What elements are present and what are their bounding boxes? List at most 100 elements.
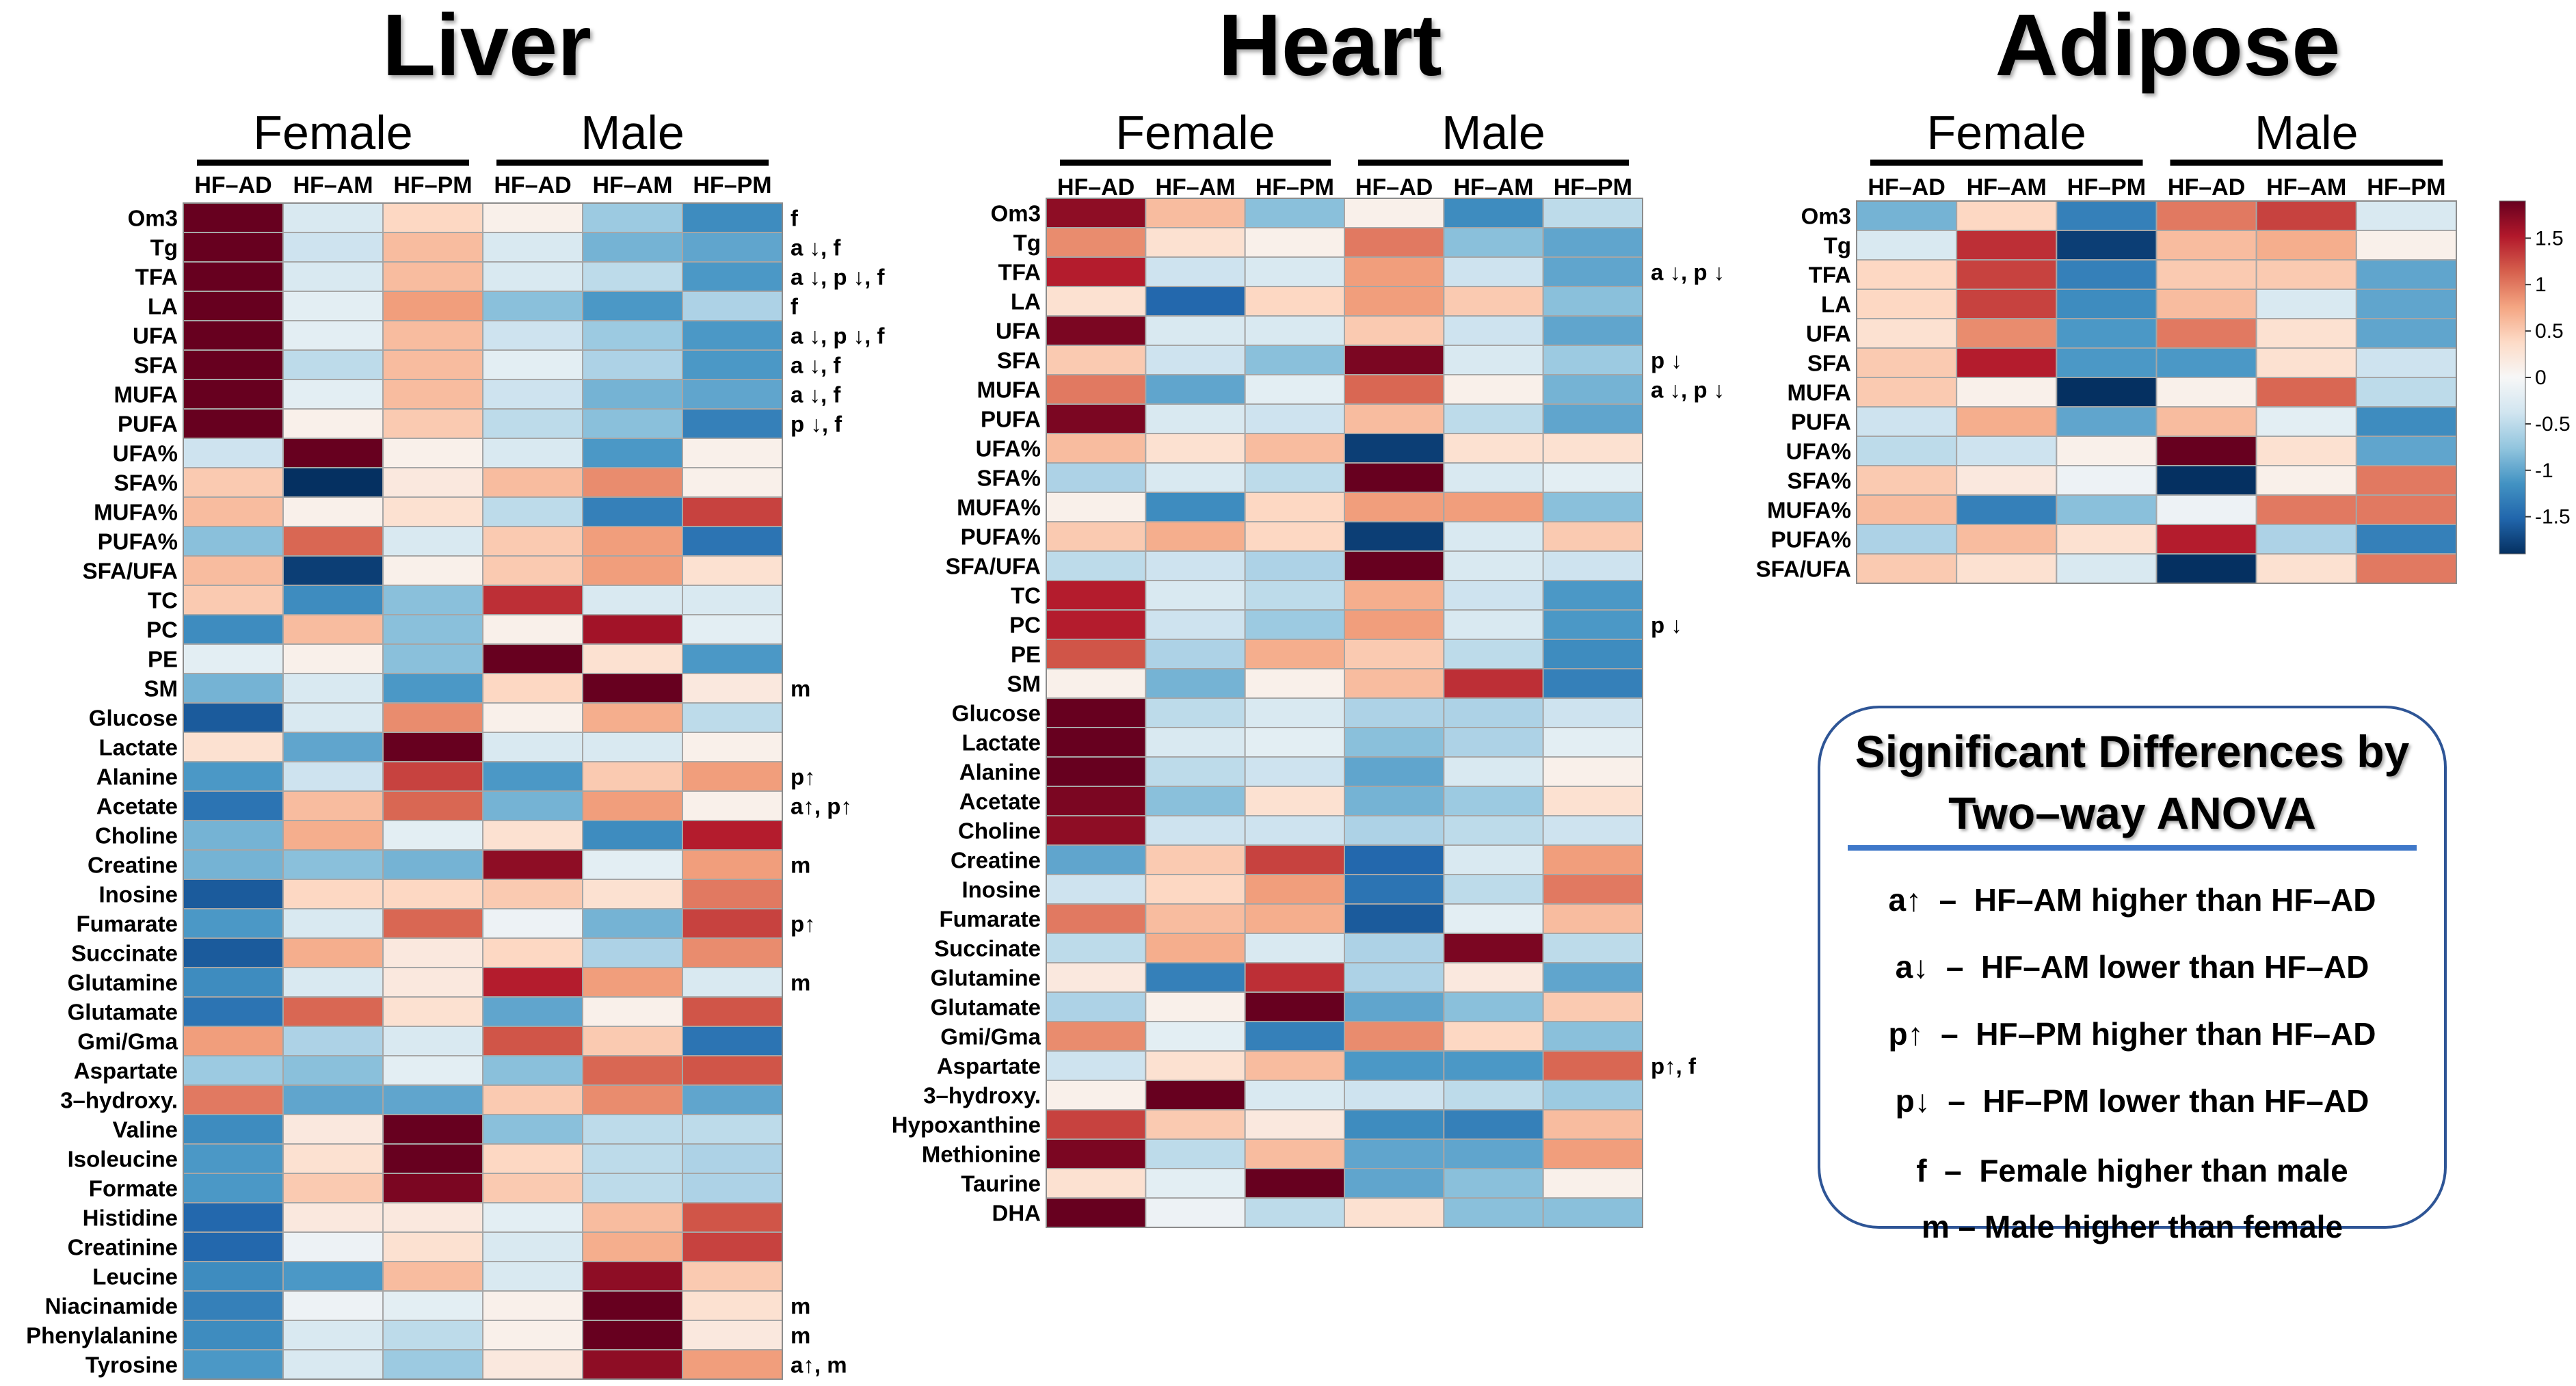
heart-cell <box>1344 433 1445 464</box>
heart-cell <box>1344 844 1445 875</box>
liver-cell <box>183 438 284 468</box>
heart-cell <box>1046 903 1147 934</box>
liver-cell <box>382 732 483 762</box>
liver-cell <box>183 732 284 762</box>
adipose-title: Adipose <box>1995 0 2341 94</box>
heart-cell <box>1542 844 1644 875</box>
liver-cell <box>682 1084 783 1115</box>
liver-cell <box>183 879 284 909</box>
heart-row-label: SM <box>1007 671 1041 697</box>
heart-cell <box>1046 256 1147 287</box>
adipose-row-label: TFA <box>1809 263 1851 288</box>
liver-cell <box>682 1143 783 1174</box>
adipose-cell <box>2155 406 2257 437</box>
liver-cell <box>682 673 783 704</box>
liver-cell <box>482 937 583 968</box>
liver-cell <box>382 1349 483 1380</box>
liver-cell <box>183 937 284 968</box>
heart-cell <box>1145 1109 1246 1140</box>
liver-cell <box>682 526 783 557</box>
adipose-row-label: MUFA% <box>1767 498 1851 523</box>
legend-row-a-up: a↑ – HF–AM higher than HF–AD <box>1888 882 2376 918</box>
heart-cell <box>1244 345 1345 375</box>
heart-cell <box>1443 403 1544 434</box>
liver-cell <box>282 849 384 880</box>
liver-cell <box>482 202 583 233</box>
liver-cell <box>282 438 384 468</box>
heart-cell <box>1344 1197 1445 1228</box>
heart-cell <box>1046 403 1147 434</box>
liver-cell <box>682 496 783 527</box>
adipose-cell <box>2056 230 2157 261</box>
liver-annotation: p ↓, f <box>791 412 842 437</box>
heart-row-label: Choline <box>958 818 1041 844</box>
liver-cell <box>183 908 284 939</box>
heart-cell <box>1145 756 1246 787</box>
adipose-row-label: Om3 <box>1801 204 1851 229</box>
heart-cell <box>1344 550 1445 581</box>
heart-row-label: UFA% <box>976 436 1041 462</box>
adipose-cell <box>1956 318 2058 349</box>
liver-row-label: PUFA <box>118 412 178 437</box>
adipose-cell <box>2056 289 2157 319</box>
heart-row-label: SFA/UFA <box>946 554 1041 579</box>
heart-cell <box>1443 580 1544 611</box>
adipose-cell <box>2056 406 2157 437</box>
heart-cell <box>1244 903 1345 934</box>
liver-annotation: m <box>791 970 810 996</box>
liver-cell <box>382 1084 483 1115</box>
heart-cell <box>1145 815 1246 846</box>
liver-cell <box>382 1026 483 1056</box>
adipose-cell <box>2155 524 2257 555</box>
liver-cell <box>482 291 583 321</box>
heart-cell <box>1443 374 1544 405</box>
heart-title: Heart <box>1218 0 1442 94</box>
liver-row-label: UFA <box>133 323 178 349</box>
heart-cell <box>1542 256 1644 287</box>
heart-group-label-female: Female <box>1115 106 1275 159</box>
heart-cell <box>1344 697 1445 728</box>
liver-cell <box>382 937 483 968</box>
heart-cell <box>1244 1138 1345 1169</box>
liver-column-label: HF–AM <box>293 172 373 198</box>
adipose-cell <box>2155 347 2257 378</box>
liver-row-label: TC <box>148 588 178 613</box>
heart-cell <box>1244 403 1345 434</box>
heart-cell <box>1344 727 1445 758</box>
colorbar-tick-label: 1.5 <box>2535 227 2564 250</box>
adipose-cell <box>2355 377 2457 408</box>
heart-cell <box>1145 580 1246 611</box>
liver-cell <box>183 820 284 851</box>
liver-cell <box>582 261 683 292</box>
liver-cell <box>282 908 384 939</box>
adipose-column-label: HF–AM <box>1967 174 2047 200</box>
heart-cell <box>1046 550 1147 581</box>
adipose-cell <box>1856 377 1958 408</box>
adipose-cell <box>1956 553 2058 584</box>
heart-cell <box>1046 1197 1147 1228</box>
liver-cell <box>582 908 683 939</box>
heart-cell <box>1344 1109 1445 1140</box>
liver-group-label-male: Male <box>581 106 685 159</box>
adipose-cell <box>2056 524 2157 555</box>
liver-row-label: UFA% <box>113 441 178 466</box>
liver-cell <box>282 879 384 909</box>
liver-column-label: HF–AD <box>494 172 571 198</box>
liver-cell <box>382 202 483 233</box>
heart-cell <box>1244 933 1345 963</box>
liver-cell <box>382 408 483 439</box>
liver-cell <box>682 702 783 733</box>
heart-cell <box>1542 374 1644 405</box>
liver-row-label: Creatinine <box>68 1235 178 1260</box>
liver-row-label: Glutamine <box>68 970 178 996</box>
liver-cell <box>482 1349 583 1380</box>
heart-cell <box>1542 403 1644 434</box>
heart-row-label: Taurine <box>961 1171 1041 1197</box>
liver-row-label: Leucine <box>92 1264 178 1290</box>
adipose-row-label: Tg <box>1824 233 1851 258</box>
liver-cell <box>482 1290 583 1321</box>
heart-cell <box>1145 521 1246 552</box>
liver-row-label: Phenylalanine <box>26 1323 178 1348</box>
heart-row-label: UFA <box>996 319 1041 344</box>
legend-title-line2: Two–way ANOVA <box>1948 788 2316 838</box>
